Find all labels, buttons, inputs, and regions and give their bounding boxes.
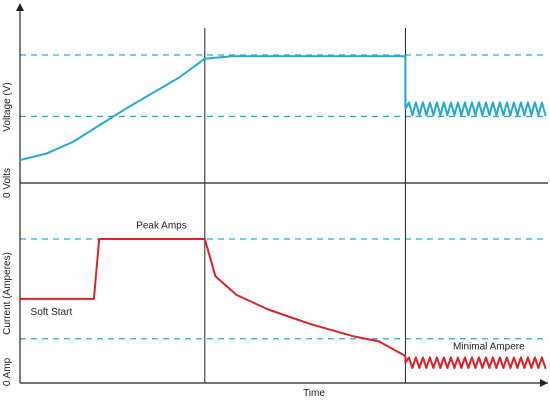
x-axis-arrow <box>540 379 548 387</box>
x-axis-label: Time <box>303 388 325 399</box>
annotation-peak-amps: Peak Amps <box>136 220 187 231</box>
voltage-y-axis-label: Voltage (V) <box>2 82 13 131</box>
current-series-1 <box>19 238 547 369</box>
y-axis-arrow <box>16 3 24 11</box>
chart-labels: Time Voltage (V) 0 Volts Current (Amperes) 0… <box>2 82 525 399</box>
series-lines <box>19 55 547 369</box>
current-baseline-label: 0 Amp <box>2 357 13 386</box>
annotation-minimal-ampere: Minimal Ampere <box>453 341 525 352</box>
axes <box>16 3 548 387</box>
phase-boundaries <box>204 28 406 383</box>
reference-lines <box>20 54 548 340</box>
voltage-baseline-label: 0 Volts <box>2 168 13 198</box>
annotation-soft-start: Soft Start <box>31 307 73 318</box>
current-y-axis-label: Current (Amperes) <box>2 252 13 335</box>
voltage-series-1 <box>19 55 547 161</box>
